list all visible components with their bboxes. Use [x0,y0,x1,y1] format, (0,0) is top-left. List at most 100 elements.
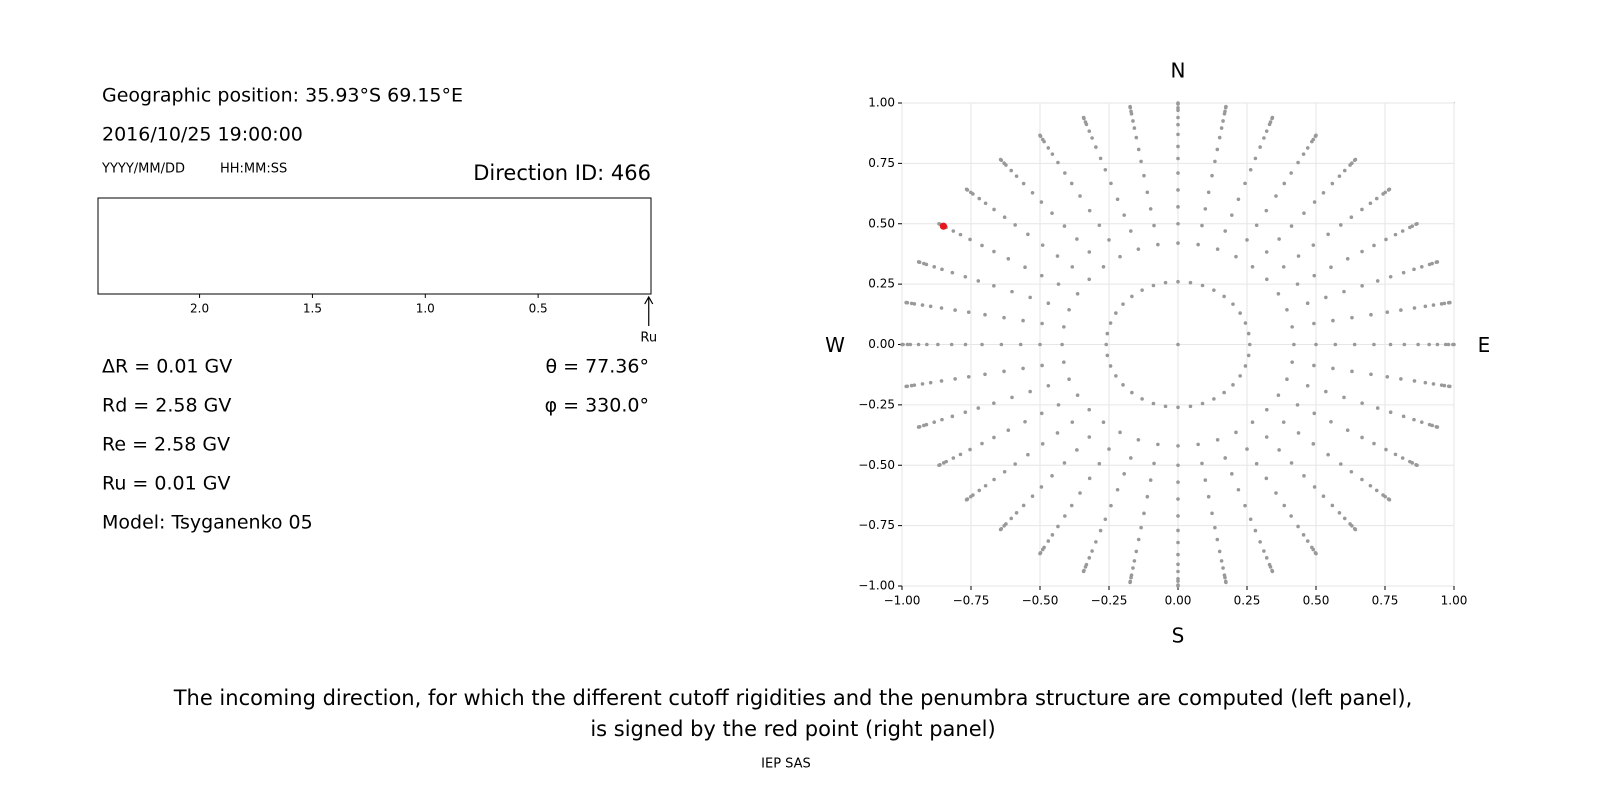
point [1026,452,1030,457]
point [1196,442,1200,447]
point [1087,208,1092,213]
point [1368,201,1373,206]
point [1200,283,1205,288]
point [1115,487,1120,492]
x-tick-label: 0.50 [1303,594,1330,608]
point [1176,132,1180,137]
point [1282,181,1287,186]
point [1210,511,1214,516]
point [1107,447,1111,451]
point [1009,516,1014,521]
point [1040,442,1045,446]
point [1234,254,1238,259]
point [905,342,910,347]
point [1224,104,1228,109]
point [1134,549,1139,554]
point [1372,441,1376,446]
point [912,302,917,306]
point [1163,404,1168,409]
point [1105,353,1110,358]
point [1176,144,1180,149]
point [1118,430,1122,435]
arrow-head [644,295,654,305]
point [1296,431,1301,435]
point [1040,547,1045,552]
point [1062,461,1067,465]
point [1069,503,1074,508]
point [1238,374,1242,378]
point [1002,315,1006,320]
point [1243,364,1248,368]
selected-point [939,222,948,230]
point [916,260,921,264]
point [1311,243,1316,247]
point [1200,461,1204,466]
point [1262,549,1266,553]
point [920,382,925,386]
point [1217,135,1222,140]
point [1412,267,1416,272]
point [1103,167,1108,172]
point [1289,461,1294,465]
point [1401,270,1406,275]
point [1131,119,1135,123]
point [992,284,996,288]
point [1312,273,1317,278]
point [936,342,940,347]
x-tick-label: −0.50 [1022,594,1059,608]
point [951,229,956,233]
point [920,303,925,307]
point [1062,325,1066,329]
x-tick-label: −1.00 [884,594,921,608]
point [912,383,917,387]
y-tick-label: −0.50 [858,458,895,472]
point [1176,497,1180,501]
point [958,452,963,457]
point [1352,342,1357,347]
point [1442,383,1447,388]
point [1419,420,1424,424]
point [1176,241,1180,245]
point [1423,304,1428,309]
point [1070,420,1075,424]
compass-s: S [1172,624,1185,648]
point [950,414,955,419]
point [1258,145,1262,149]
point [1243,321,1248,325]
point [1243,181,1247,186]
point [1070,265,1075,269]
point [1142,511,1146,516]
point [1108,364,1113,368]
point [1314,342,1318,347]
point [1206,494,1211,499]
datetime: 2016/10/25 19:00:00 [102,124,303,146]
point [1274,491,1278,495]
point [1087,476,1092,481]
point [1264,435,1269,439]
point [1231,383,1235,387]
point [1014,174,1019,178]
point [1221,566,1225,570]
point [1038,342,1042,347]
point [1039,485,1044,489]
point [1063,514,1067,518]
point [1006,428,1011,433]
point [916,342,921,347]
point [1132,559,1137,563]
point [1290,325,1294,329]
point [904,384,908,389]
y-tick-label: 0.25 [868,277,895,291]
point [1384,447,1388,452]
point [1188,280,1193,285]
point [1075,237,1079,241]
y-tick-label: 0.00 [868,337,895,351]
point [1305,301,1310,306]
point [1302,474,1306,478]
arrow-label: Ru [640,331,657,346]
point [1139,159,1143,164]
point [1415,463,1419,468]
point [1337,511,1342,515]
point [1375,406,1380,410]
point [1176,480,1180,484]
point [1101,265,1106,269]
